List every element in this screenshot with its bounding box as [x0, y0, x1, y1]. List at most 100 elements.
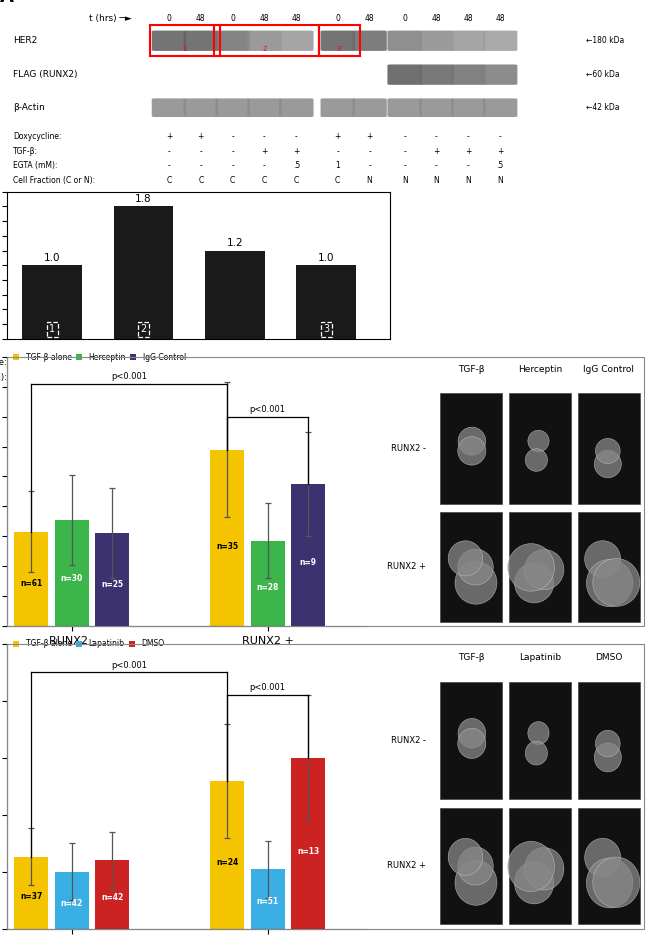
- Text: +: +: [497, 147, 503, 157]
- Text: 48: 48: [495, 14, 505, 23]
- Text: .5: .5: [292, 160, 300, 170]
- Text: 2: 2: [263, 46, 266, 53]
- Text: 48: 48: [432, 14, 441, 23]
- Text: -: -: [168, 160, 170, 170]
- Text: +: +: [335, 132, 341, 141]
- FancyBboxPatch shape: [247, 98, 281, 117]
- FancyBboxPatch shape: [387, 65, 422, 84]
- Text: 1.0: 1.0: [318, 253, 335, 263]
- Circle shape: [595, 731, 620, 757]
- Circle shape: [508, 544, 554, 591]
- Circle shape: [593, 558, 640, 606]
- Circle shape: [448, 839, 483, 875]
- FancyBboxPatch shape: [151, 31, 186, 51]
- Text: n=37: n=37: [20, 892, 42, 900]
- Legend: TGF-β alone, Herceptin, IgG Control: TGF-β alone, Herceptin, IgG Control: [10, 350, 189, 365]
- Text: TGF-β: TGF-β: [458, 365, 484, 373]
- Text: -: -: [231, 160, 234, 170]
- Text: 1: 1: [80, 373, 85, 382]
- Text: t (hrs) ─►: t (hrs) ─►: [89, 14, 132, 23]
- Text: +: +: [14, 358, 21, 367]
- Bar: [14, 532, 48, 627]
- Bar: [510, 393, 571, 504]
- Text: RUNX2 +: RUNX2 +: [387, 861, 426, 870]
- Legend: TGF-β alone, Lapatinib, DMSO: TGF-β alone, Lapatinib, DMSO: [10, 636, 168, 652]
- Circle shape: [594, 743, 621, 772]
- Bar: [578, 808, 640, 924]
- Circle shape: [586, 559, 633, 607]
- Text: -: -: [200, 160, 202, 170]
- FancyBboxPatch shape: [419, 65, 454, 84]
- Circle shape: [595, 438, 620, 463]
- Circle shape: [525, 448, 547, 471]
- FancyBboxPatch shape: [279, 98, 313, 117]
- Text: 1.0: 1.0: [44, 253, 60, 263]
- FancyBboxPatch shape: [320, 31, 355, 51]
- Text: RUNX2 -: RUNX2 -: [391, 444, 426, 453]
- Bar: [510, 808, 571, 924]
- Bar: [318, 25, 360, 56]
- Text: 0: 0: [335, 14, 340, 23]
- Text: 2: 2: [140, 325, 147, 334]
- Text: +: +: [293, 147, 300, 157]
- FancyBboxPatch shape: [451, 31, 486, 51]
- Text: .5: .5: [497, 160, 504, 170]
- Bar: [291, 758, 325, 929]
- Bar: [23, 265, 82, 339]
- Bar: [510, 512, 571, 622]
- Bar: [441, 393, 502, 504]
- Text: n=42: n=42: [60, 899, 83, 907]
- Text: 1.8: 1.8: [135, 194, 152, 204]
- Text: C: C: [166, 176, 172, 185]
- Text: n=61: n=61: [20, 580, 42, 588]
- Text: IgG Control: IgG Control: [584, 365, 634, 373]
- FancyBboxPatch shape: [215, 98, 250, 117]
- Bar: [14, 857, 48, 929]
- Text: 48: 48: [365, 14, 374, 23]
- Bar: [296, 265, 356, 339]
- FancyBboxPatch shape: [247, 31, 281, 51]
- Text: Herceptin: Herceptin: [518, 365, 562, 373]
- Text: N: N: [367, 176, 372, 185]
- Bar: [55, 520, 89, 627]
- FancyBboxPatch shape: [215, 31, 250, 51]
- Circle shape: [455, 562, 497, 604]
- Circle shape: [515, 563, 554, 603]
- Text: +: +: [261, 147, 268, 157]
- Text: Lapatinib: Lapatinib: [519, 653, 561, 661]
- Text: 0: 0: [166, 14, 172, 23]
- Text: EGTA (mM):: EGTA (mM):: [13, 160, 57, 170]
- Text: 48: 48: [463, 14, 473, 23]
- Circle shape: [525, 848, 564, 890]
- Text: p<0.001: p<0.001: [111, 371, 148, 381]
- Text: 1: 1: [183, 46, 187, 53]
- Text: n=25: n=25: [101, 580, 124, 589]
- Text: -: -: [467, 132, 470, 141]
- Text: HER2: HER2: [13, 37, 37, 45]
- Text: 1.2: 1.2: [227, 238, 243, 249]
- Circle shape: [593, 857, 640, 908]
- Text: +: +: [434, 147, 439, 157]
- Text: -: -: [403, 160, 406, 170]
- Text: C: C: [198, 176, 203, 185]
- FancyBboxPatch shape: [483, 31, 517, 51]
- Text: N: N: [402, 176, 408, 185]
- Text: RUNX2 +: RUNX2 +: [387, 563, 426, 571]
- Text: ←180 kDa: ←180 kDa: [586, 37, 625, 45]
- Text: p<0.001: p<0.001: [111, 660, 148, 670]
- Text: 3: 3: [323, 325, 330, 334]
- Text: +: +: [465, 147, 471, 157]
- FancyBboxPatch shape: [352, 98, 387, 117]
- Text: N: N: [434, 176, 439, 185]
- Text: -: -: [16, 373, 19, 382]
- Text: -: -: [435, 132, 438, 141]
- Text: 48: 48: [196, 14, 205, 23]
- Text: 3: 3: [337, 46, 341, 53]
- Text: -: -: [336, 147, 339, 157]
- FancyBboxPatch shape: [451, 65, 486, 84]
- Circle shape: [508, 841, 554, 891]
- Text: Cell Fraction (C or N):: Cell Fraction (C or N):: [13, 176, 95, 185]
- Text: C: C: [262, 176, 267, 185]
- Text: n=35: n=35: [216, 542, 239, 552]
- Text: FLAG (RUNX2): FLAG (RUNX2): [13, 70, 77, 79]
